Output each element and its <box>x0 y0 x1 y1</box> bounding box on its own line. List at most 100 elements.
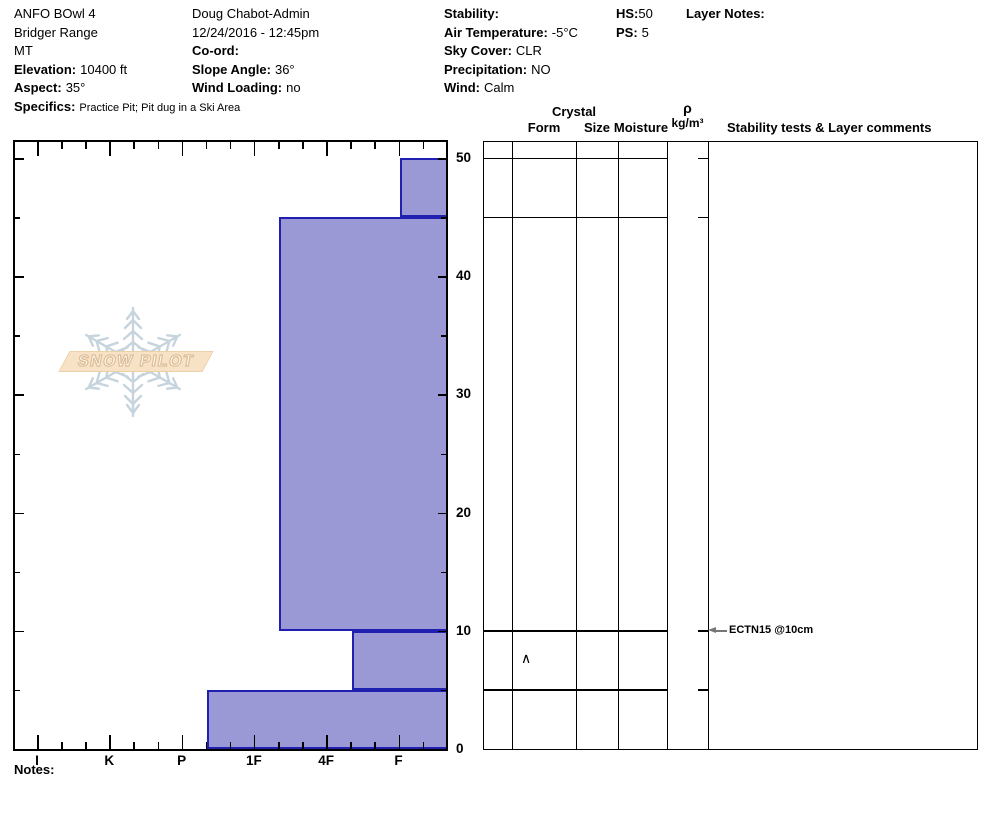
air-temp-label: Air Temperature: <box>444 24 548 40</box>
depth-label-30: 30 <box>456 386 472 402</box>
aspect-value: 35° <box>65 80 86 96</box>
form-header: Form <box>527 120 561 135</box>
size-header: Size <box>583 120 610 135</box>
header-col-hs-ps: HS:50 PS: 5 <box>616 5 653 42</box>
y-tick-left <box>15 394 24 396</box>
y-tick-left <box>15 276 24 278</box>
x-minor-tick-top <box>229 142 232 149</box>
air-temp-row: Air Temperature: -5°C <box>444 24 578 43</box>
elevation-row: Elevation: 10400 ft <box>14 61 240 80</box>
elevation-value: 10400 ft <box>80 61 128 77</box>
moisture-header: Moisture <box>613 120 669 135</box>
layer-data-table: ∧ ECTN15 @10cm <box>483 141 978 750</box>
density-column-tick-45 <box>697 216 708 219</box>
depth-label-50: 50 <box>456 150 472 165</box>
x-minor-tick-top <box>302 142 304 149</box>
y-tick-left <box>15 335 20 337</box>
y-tick-right <box>438 276 446 278</box>
specifics-row: Specifics: Practice Pit; Pit dug in a Ski… <box>14 98 240 118</box>
y-tick-right <box>441 689 446 692</box>
x-minor-tick-top <box>61 142 63 149</box>
hardness-label-F: F <box>394 753 403 768</box>
hardness-label-K: K <box>104 753 115 768</box>
x-minor-tick-top <box>278 142 280 149</box>
hardness-label-4F: 4F <box>318 753 335 768</box>
notes-label: Notes: <box>14 762 55 777</box>
x-major-tick-bottom <box>398 735 400 749</box>
stability-test-result: ECTN15 @10cm <box>729 624 814 637</box>
wind-value: Calm <box>483 80 515 96</box>
table-column-divider <box>707 142 709 749</box>
wind-loading-label: Wind Loading: <box>192 80 283 96</box>
x-minor-tick-bottom <box>302 742 304 749</box>
specifics-value: Practice Pit; Pit dug in a Ski Area <box>79 101 241 114</box>
y-tick-left <box>15 571 20 574</box>
wind-label: Wind: <box>444 80 480 96</box>
y-tick-right <box>438 512 446 515</box>
ps-label: PS: <box>616 24 638 40</box>
layer-bar-50-45 <box>399 158 446 218</box>
y-tick-left <box>15 158 24 160</box>
hardness-profile-chart: SNOW PILOT <box>13 140 448 751</box>
range-name: Bridger Range <box>14 24 98 40</box>
density-column-tick-50 <box>697 157 708 159</box>
x-minor-tick-top <box>205 142 208 149</box>
precip-row: Precipitation: NO <box>444 61 578 80</box>
y-tick-left <box>15 453 20 455</box>
layer-boundary-line-10 <box>484 630 667 632</box>
x-minor-tick-bottom <box>374 742 376 749</box>
snowpilot-logo: SNOW PILOT <box>55 297 225 422</box>
x-major-tick-top <box>181 142 184 156</box>
coord-row: Co-ord: <box>192 42 319 61</box>
y-tick-right <box>441 453 446 455</box>
y-tick-left <box>15 512 24 515</box>
depth-label-20: 20 <box>456 504 472 520</box>
x-major-tick-top <box>37 142 39 156</box>
density-column-tick-5 <box>697 689 708 691</box>
x-minor-tick-top <box>133 142 135 149</box>
x-minor-tick-bottom <box>133 742 135 749</box>
aspect-label: Aspect: <box>14 80 62 96</box>
y-tick-right <box>438 394 446 396</box>
x-minor-tick-bottom <box>422 742 425 749</box>
depth-label-40: 40 <box>456 268 472 284</box>
layer-bar-45-10 <box>279 217 446 631</box>
header-col-layer-notes: Layer Notes: <box>686 5 765 24</box>
sky-cover-row: Sky Cover: CLR <box>444 42 578 61</box>
pit-datetime: 12/24/2016 - 12:45pm <box>192 24 320 40</box>
x-major-tick-bottom <box>326 735 328 749</box>
layer-bar-10-5 <box>351 630 446 690</box>
hardness-label-1F: 1F <box>246 753 262 768</box>
precip-label: Precipitation: <box>444 61 528 77</box>
hs-row: HS:50 <box>616 5 653 24</box>
table-column-divider <box>617 142 619 749</box>
header-col-weather: Stability: Air Temperature: -5°C Sky Cove… <box>444 5 578 98</box>
specifics-label: Specifics: <box>14 98 76 114</box>
slope-angle-row: Slope Angle: 36° <box>192 61 319 80</box>
x-major-tick-top <box>326 142 328 156</box>
x-major-tick-bottom <box>253 735 256 749</box>
aspect-row: Aspect: 35° <box>14 79 240 98</box>
x-minor-tick-top <box>374 142 376 149</box>
hardness-label-I: I <box>35 753 39 768</box>
density-column-tick-10 <box>697 630 708 632</box>
air-temp-value: -5°C <box>551 24 578 40</box>
hs-value: 50 <box>638 6 653 21</box>
coord-label: Co-ord: <box>192 43 239 59</box>
stability-row: Stability: <box>444 5 578 24</box>
sky-cover-label: Sky Cover: <box>444 43 512 59</box>
annotation-arrow-line <box>715 630 727 632</box>
x-major-tick-top <box>253 142 256 156</box>
x-minor-tick-top <box>157 142 159 149</box>
x-major-tick-bottom <box>181 735 184 749</box>
observer-name: Doug Chabot-Admin <box>192 6 310 21</box>
depth-label-10: 10 <box>456 622 472 638</box>
pit-name: ANFO BOwl 4 <box>14 6 96 21</box>
table-column-divider <box>575 142 577 749</box>
ps-value: 5 <box>641 24 649 40</box>
y-tick-right <box>441 217 446 219</box>
x-minor-tick-top <box>85 142 87 149</box>
layer-boundary-line-50 <box>484 157 667 159</box>
x-major-tick-bottom <box>37 735 39 749</box>
annotation-arrow-head <box>708 627 716 634</box>
